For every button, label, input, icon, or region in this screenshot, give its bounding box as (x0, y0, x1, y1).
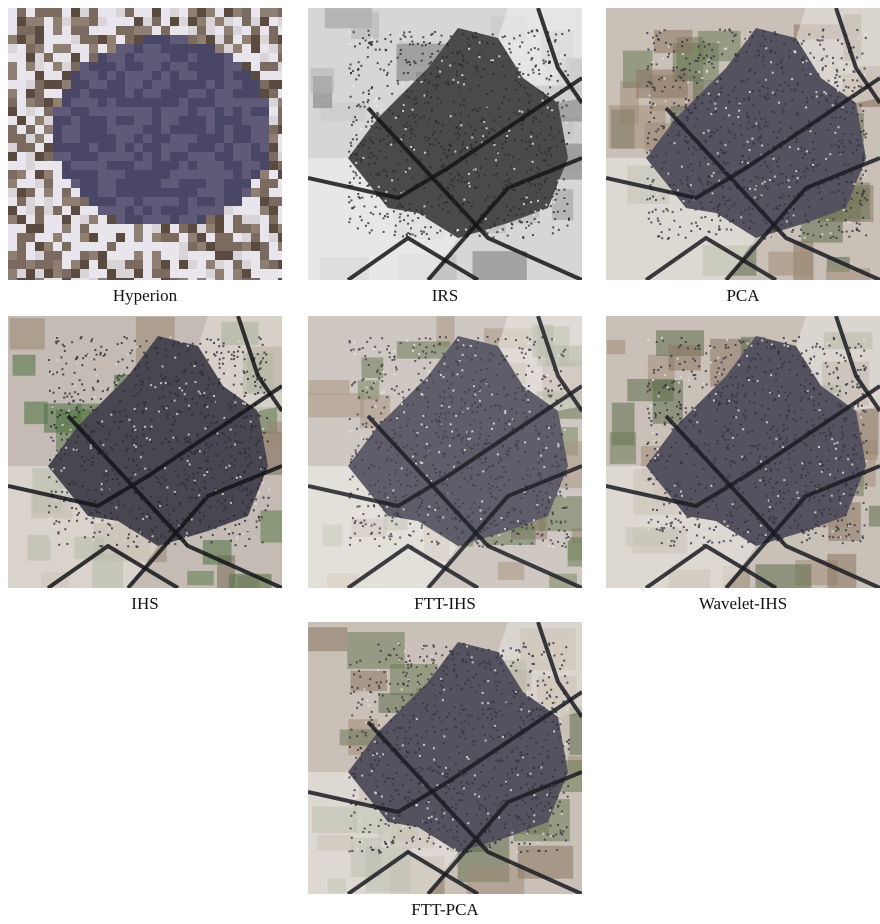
satellite-tile (308, 316, 582, 588)
ihs-image (8, 316, 282, 588)
caption-irs: IRS (431, 286, 459, 305)
caption-pca: PCA (726, 286, 760, 305)
irs-image (308, 8, 582, 280)
panel-pca: PCA (606, 8, 880, 306)
hyperion-image (8, 8, 282, 280)
panel-wavelet-ihs: Wavelet-IHS (606, 316, 880, 614)
satellite-tile (308, 8, 582, 280)
caption-hyperion: Hyperion (112, 286, 178, 305)
pca-image (606, 8, 880, 280)
ftt-pca-image (308, 622, 582, 894)
caption-ftt-ihs: FTT-IHS (414, 594, 476, 613)
satellite-tile (606, 316, 880, 588)
panel-ftt-pca: FTT-PCA (308, 622, 582, 920)
caption-wavelet-ihs: Wavelet-IHS (698, 594, 788, 613)
satellite-tile (606, 8, 880, 280)
panel-irs: IRS (308, 8, 582, 306)
wavelet-ihs-image (606, 316, 880, 588)
caption-ihs: IHS (131, 594, 159, 613)
panel-ihs: IHS (8, 316, 282, 614)
satellite-tile (308, 622, 582, 894)
satellite-tile (8, 8, 282, 280)
satellite-tile (8, 316, 282, 588)
ftt-ihs-image (308, 316, 582, 588)
caption-ftt-pca: FTT-PCA (411, 900, 479, 919)
panel-ftt-ihs: FTT-IHS (308, 316, 582, 614)
panel-hyperion: Hyperion (8, 8, 282, 306)
